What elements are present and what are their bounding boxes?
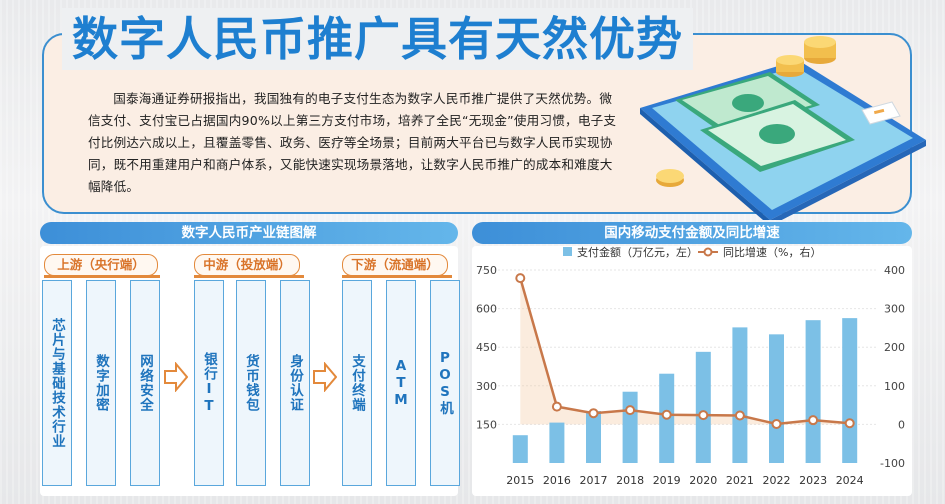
industry-chain-title: 数字人民币产业链图解 bbox=[40, 222, 458, 244]
growth-point bbox=[734, 410, 745, 421]
stage-underline bbox=[194, 275, 304, 278]
phone-money-illustration bbox=[640, 36, 926, 220]
bar bbox=[695, 351, 711, 463]
y-right-tick-label: 200 bbox=[884, 341, 905, 354]
bar bbox=[622, 391, 638, 463]
growth-point bbox=[515, 273, 526, 284]
x-tick-label: 2021 bbox=[726, 474, 754, 487]
y-right-tick-label: -100 bbox=[880, 457, 905, 470]
growth-area bbox=[520, 278, 850, 425]
x-tick-label: 2024 bbox=[836, 474, 864, 487]
chart-title: 国内移动支付金额及同比增速 bbox=[472, 222, 912, 244]
y-left-tick-label: 150 bbox=[476, 418, 497, 431]
card-icon bbox=[861, 101, 901, 125]
legend-line-label: 同比增速（%，右） bbox=[723, 245, 821, 259]
chain-item: 支付终端 bbox=[342, 280, 372, 486]
chain-item: 数字加密 bbox=[86, 280, 116, 486]
bar bbox=[842, 318, 858, 463]
y-right-tick-label: 100 bbox=[884, 380, 905, 393]
y-right-tick-label: 0 bbox=[898, 418, 905, 431]
growth-point bbox=[698, 410, 709, 421]
x-tick-label: 2017 bbox=[580, 474, 608, 487]
x-tick-label: 2016 bbox=[543, 474, 571, 487]
legend-bar-label: 支付金额（万亿元，左） bbox=[577, 245, 698, 259]
banknote-icon bbox=[675, 72, 855, 172]
stage-downstream: 下游（流通端） bbox=[342, 254, 448, 276]
chain-item: 银行IT bbox=[194, 280, 224, 486]
bar bbox=[586, 411, 601, 463]
bar bbox=[549, 422, 565, 463]
growth-point bbox=[551, 401, 562, 412]
growth-point bbox=[771, 419, 782, 430]
bar bbox=[805, 320, 821, 463]
growth-point bbox=[844, 418, 855, 429]
legend: 支付金额（万亿元，左） 同比增速（%，右） bbox=[563, 245, 821, 259]
chain-item: 货币钱包 bbox=[236, 280, 266, 486]
x-tick-label: 2023 bbox=[799, 474, 827, 487]
x-tick-label: 2022 bbox=[763, 474, 791, 487]
growth-point bbox=[661, 409, 672, 420]
x-tick-label: 2020 bbox=[689, 474, 717, 487]
bar bbox=[769, 334, 784, 463]
x-tick-label: 2018 bbox=[616, 474, 644, 487]
y-left-tick-label: 600 bbox=[476, 303, 497, 316]
growth-line bbox=[519, 277, 850, 426]
growth-point bbox=[625, 405, 636, 416]
arrow-right-icon bbox=[313, 362, 337, 392]
chain-item: POS机 bbox=[430, 280, 460, 486]
stage-underline bbox=[342, 275, 452, 278]
y-left-tick-label: 450 bbox=[476, 341, 497, 354]
chain-item: 网络安全 bbox=[130, 280, 160, 486]
chain-item: 芯片与基础技术行业 bbox=[42, 280, 72, 486]
y-left-tick-label: 300 bbox=[476, 380, 497, 393]
chain-item: ATM bbox=[386, 280, 416, 486]
legend-line-marker bbox=[703, 247, 713, 257]
chain-item: 身份认证 bbox=[280, 280, 310, 486]
arrow-right-icon bbox=[164, 362, 188, 392]
y-left-tick-label: 750 bbox=[476, 264, 497, 277]
x-tick-label: 2015 bbox=[506, 474, 534, 487]
y-right-tick-label: 400 bbox=[884, 264, 905, 277]
stage-underline bbox=[44, 275, 160, 278]
y-right-tick-label: 300 bbox=[884, 303, 905, 316]
intro-text: 国泰海通证券研报指出，我国独有的电子支付生态为数字人民币推广提供了天然优势。微信… bbox=[88, 91, 617, 194]
bar bbox=[512, 435, 528, 463]
legend-bar-swatch bbox=[563, 247, 572, 256]
coin-stack-icon bbox=[656, 36, 836, 187]
growth-point bbox=[588, 408, 599, 419]
x-tick-label: 2019 bbox=[653, 474, 681, 487]
growth-point bbox=[808, 415, 819, 426]
page-title: 数字人民币推广具有天然优势 bbox=[62, 8, 693, 70]
chart-panel bbox=[472, 246, 912, 496]
bar bbox=[732, 327, 748, 463]
